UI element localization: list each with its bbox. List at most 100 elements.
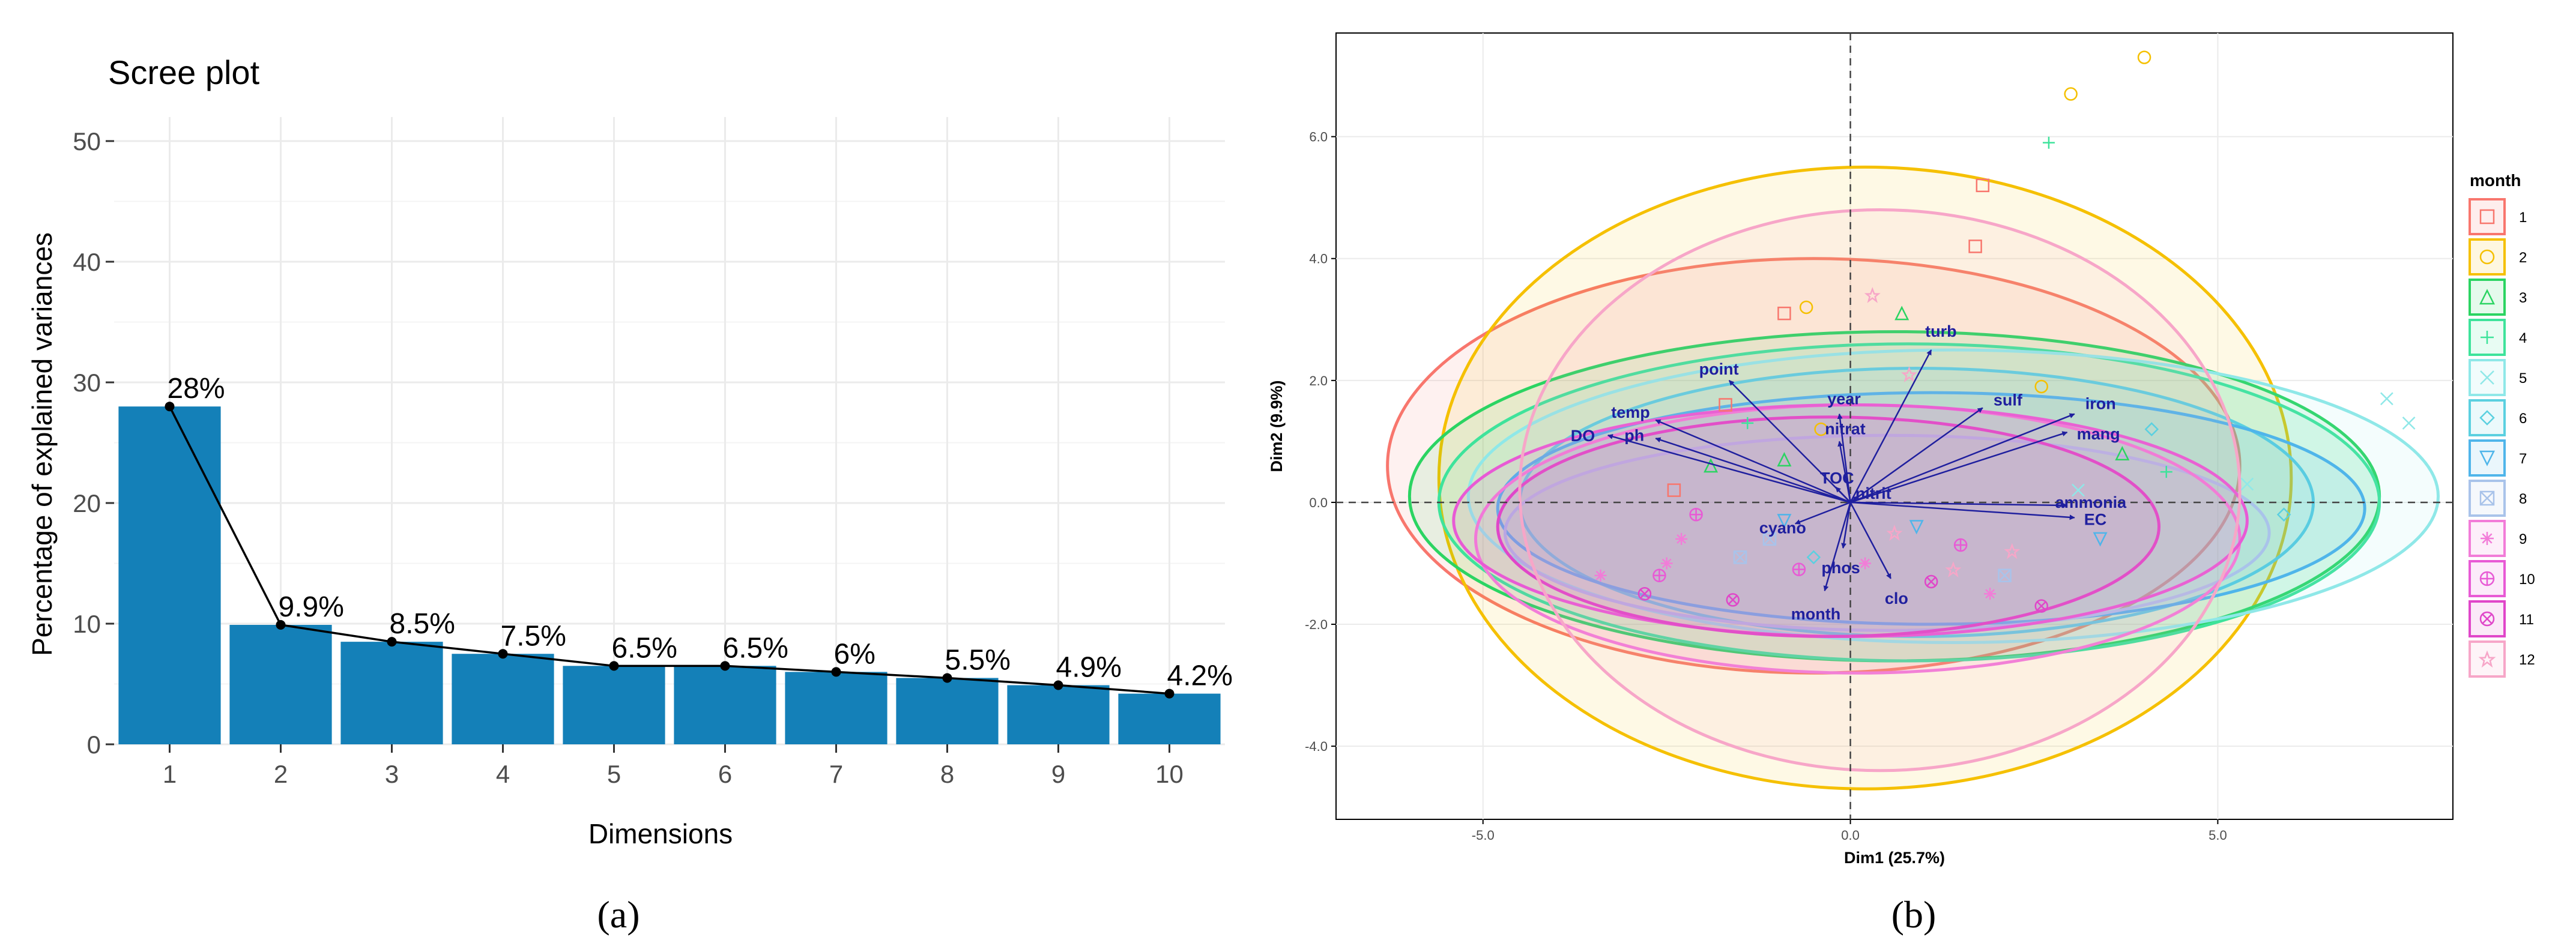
scree-x-tick-label: 9 [1051, 760, 1065, 788]
loading-arrow-ammonia [1850, 501, 2068, 508]
ellipse-month-2 [1437, 165, 2293, 791]
scree-y-tick-label: 0 [87, 731, 101, 759]
scree-bar [340, 642, 443, 744]
scree-point [498, 649, 508, 659]
biplot-x-tick-label: 0.0 [1841, 828, 1860, 843]
scree-plot-y-axis-label: Percentage of explained variances [26, 232, 58, 656]
scree-point [1164, 688, 1175, 699]
scree-data-label: 6.5% [612, 632, 677, 664]
scree-bar [118, 406, 221, 744]
sample-point-month-1 [1968, 240, 1982, 253]
sample-point-month-2 [2064, 87, 2078, 101]
scree-point [1053, 680, 1063, 690]
sample-point-month-1 [1667, 483, 1681, 497]
loading-arrow-iron [1850, 413, 2075, 504]
sample-point-month-3 [2115, 445, 2130, 460]
legend-symbol-month-11 [2479, 611, 2495, 627]
scree-trend-line [168, 406, 1170, 695]
sample-point-month-11 [1924, 574, 1938, 589]
legend-title: month [2470, 171, 2521, 190]
loading-label-turb: turb [1925, 322, 1956, 340]
loading-label-phos: phos [1821, 559, 1860, 577]
scree-x-tick-label: 3 [385, 760, 399, 788]
loading-arrow-ph [1655, 437, 1851, 504]
scree-point [165, 402, 175, 412]
legend-label-month-1: 1 [2519, 209, 2527, 226]
biplot-y-tick-label: 0.0 [1309, 495, 1328, 510]
scree-bar [785, 672, 887, 744]
sample-point-month-1 [1976, 178, 1990, 193]
sample-point-month-9 [1594, 569, 1607, 582]
legend-symbol-month-4 [2481, 331, 2494, 344]
sample-point-month-10 [1652, 568, 1666, 583]
legend-symbol-month-7 [2479, 450, 2496, 466]
sample-point-month-7 [1909, 520, 1924, 535]
biplot-ellipses [1386, 165, 2440, 791]
sample-point-month-12 [1886, 525, 1903, 541]
sample-point-month-10 [1689, 508, 1703, 522]
loading-arrow-phos [1841, 502, 1851, 549]
scree-plot-y-ticks: 0 10 20 30 40 50 [73, 127, 114, 759]
legend-key-month-3 [2469, 279, 2506, 316]
biplot-ticks: -5.0 0.0 5.0 -4.0 -2.0 0.0 2.0 4.0 6.0 [1305, 130, 2227, 843]
legend-key-month-2 [2469, 238, 2506, 276]
scree-y-tick-label: 40 [73, 248, 101, 276]
sample-point-month-2 [1799, 300, 1813, 315]
legend-key-month-12 [2469, 640, 2506, 678]
sample-point-month-5 [2240, 477, 2254, 491]
legend-label-month-9: 9 [2519, 531, 2527, 547]
sample-point-month-1 [1719, 398, 1732, 412]
sample-point-month-2 [1814, 422, 1828, 436]
sample-point-month-9 [1660, 557, 1673, 570]
loading-arrow-mang [1850, 431, 2068, 504]
sample-point-month-8 [1733, 550, 1747, 564]
biplot-sample-points [1594, 50, 2416, 613]
scree-x-tick-label: 7 [829, 760, 843, 788]
loading-arrow-nitrat [1837, 441, 1851, 503]
loading-label-temp: temp [1611, 403, 1650, 421]
sample-point-month-3 [1704, 458, 1719, 473]
scree-point [942, 673, 952, 683]
scree-x-tick-label: 2 [274, 760, 288, 788]
legend-label-month-3: 3 [2519, 290, 2527, 306]
legend-key-month-7 [2469, 439, 2506, 477]
scree-data-label: 7.5% [501, 620, 566, 652]
scree-plot-title: Scree plot [108, 53, 260, 91]
sample-point-month-2 [2137, 50, 2151, 64]
sample-point-month-6 [1806, 550, 1821, 565]
legend-label-month-8: 8 [2519, 491, 2527, 507]
loading-label-year: year [1827, 390, 1861, 408]
sample-point-month-4 [1741, 417, 1754, 429]
scree-point [831, 667, 841, 677]
loading-label-EC: EC [2084, 510, 2107, 528]
scree-data-label: 9.9% [279, 591, 344, 623]
loading-label-month: month [1791, 605, 1840, 623]
legend-label-month-6: 6 [2519, 411, 2527, 427]
scree-x-tick-label: 10 [1155, 760, 1184, 788]
loading-arrow-point [1728, 379, 1851, 503]
legend-label-month-2: 2 [2519, 250, 2527, 266]
legend-label-month-12: 12 [2519, 652, 2535, 668]
scree-y-tick-label: 10 [73, 610, 101, 638]
scree-plot-x-axis-label: Dimensions [588, 818, 733, 849]
legend-symbol-month-6 [2479, 410, 2495, 426]
loading-label-point: point [1699, 360, 1739, 378]
biplot-y-tick-label: 6.0 [1309, 130, 1328, 145]
scree-x-tick-label: 5 [607, 760, 621, 788]
scree-data-label: 8.5% [390, 608, 455, 640]
scree-data-label: 4.2% [1167, 660, 1233, 692]
sample-point-month-5 [2402, 417, 2416, 430]
scree-data-label: 6% [834, 638, 875, 670]
scree-data-label: 6.5% [723, 632, 788, 664]
scree-point [720, 661, 730, 671]
loading-label-sulf: sulf [1994, 391, 2023, 409]
legend-symbol-month-8 [2479, 490, 2495, 506]
sample-point-month-2 [2034, 379, 2048, 394]
loading-label-cyano: cyano [1759, 519, 1806, 537]
sample-point-month-5 [2380, 392, 2393, 406]
scree-bar [674, 666, 776, 744]
scree-data-label: 5.5% [945, 644, 1011, 676]
biplot-y-tick-label: 2.0 [1309, 373, 1328, 388]
legend-label-month-10: 10 [2519, 571, 2535, 588]
sample-point-month-11 [2034, 599, 2048, 613]
